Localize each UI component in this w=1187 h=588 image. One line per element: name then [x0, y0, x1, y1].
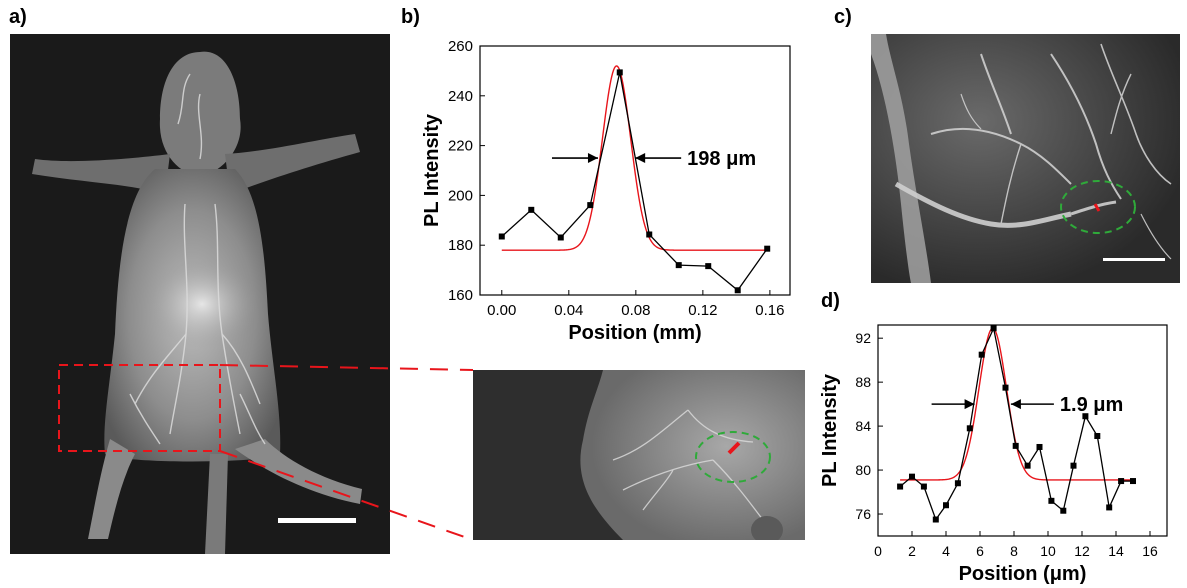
plot-frame [479, 45, 791, 296]
x-tick-label: 0.16 [755, 302, 784, 319]
data-point [498, 233, 505, 240]
y-tick-label: 160 [448, 287, 473, 304]
y-tick-label: 92 [855, 330, 871, 346]
y-tick-label: 260 [448, 38, 473, 55]
data-point [587, 202, 594, 209]
x-tick-label: 0.04 [554, 302, 583, 319]
y-tick-label: 220 [448, 138, 473, 155]
data-point [1118, 478, 1125, 485]
y-tick-label: 80 [855, 462, 871, 478]
x-tick-label: 8 [1010, 543, 1018, 559]
data-point [1060, 507, 1067, 514]
data-line [899, 326, 1133, 521]
line-profile-marker-c [1093, 203, 1101, 212]
data-point [920, 483, 927, 490]
data-line [501, 72, 768, 292]
data-point [990, 325, 997, 332]
x-tick-label: 2 [908, 543, 916, 559]
zoom-roi-box [58, 364, 221, 452]
x-tick-label: 10 [1040, 543, 1056, 559]
x-tick-label: 12 [1074, 543, 1090, 559]
y-tick-label: 84 [855, 418, 871, 434]
x-tick-label: 4 [942, 543, 950, 559]
data-point [616, 69, 623, 76]
x-tick-label: 6 [976, 543, 984, 559]
zoom-inset-image [473, 370, 805, 540]
fwhm-arrow-left-head [964, 399, 975, 410]
data-point [932, 516, 939, 523]
fwhm-annotation: 198 μm [687, 148, 756, 170]
data-point [897, 483, 904, 490]
data-point [909, 473, 915, 480]
x-axis-label: Position (mm) [568, 322, 701, 344]
data-point [734, 287, 741, 294]
y-tick-label: 180 [448, 237, 473, 254]
y-tick-label: 76 [855, 506, 871, 522]
data-point [1094, 432, 1101, 439]
data-point [705, 263, 712, 270]
x-tick-label: 0.00 [487, 302, 516, 319]
data-point [1082, 413, 1089, 420]
data-point [557, 234, 564, 241]
data-point [1012, 442, 1019, 449]
data-point [1048, 497, 1055, 504]
data-point [966, 425, 973, 432]
scale-bar-a [278, 518, 356, 523]
data-point [528, 206, 535, 213]
panel-label-a: a) [9, 6, 27, 28]
roi-ellipse-inset [695, 431, 771, 483]
fwhm-annotation: 1.9 μm [1060, 394, 1123, 416]
fwhm-arrow-left-head [587, 153, 598, 164]
vessel-image [871, 34, 1180, 283]
fwhm-arrow-right-head [1010, 399, 1021, 410]
data-point [675, 262, 682, 269]
panel-label-d: d) [821, 290, 840, 312]
data-point [1036, 443, 1043, 450]
data-point [1024, 462, 1031, 469]
y-tick-label: 200 [448, 187, 473, 204]
chart-d: 0 2 4 6 8 10 12 14 16 76 80 84 88 92 Position (μm) PL I… [819, 324, 1168, 585]
x-tick-label: 0 [874, 543, 882, 559]
panel-label-b: b) [401, 6, 420, 28]
data-point [1070, 462, 1077, 469]
data-point [943, 502, 949, 509]
data-point [1002, 384, 1009, 391]
data-point [764, 245, 771, 252]
x-tick-label: 0.12 [688, 302, 717, 319]
fit-curve [501, 65, 770, 251]
chart-b: 0.00 0.04 0.08 0.12 0.16 160 180 200 220 240 260 Po… [421, 38, 791, 344]
data-point [978, 351, 985, 358]
roi-ellipse-c [1060, 180, 1136, 234]
y-axis-label: PL Intensity [421, 113, 443, 227]
line-profile-marker-inset [727, 441, 741, 455]
data-point [1106, 504, 1113, 511]
y-tick-label: 240 [448, 88, 473, 105]
x-tick-label: 14 [1108, 543, 1124, 559]
y-tick-label: 88 [855, 374, 871, 390]
x-tick-label: 0.08 [621, 302, 650, 319]
y-axis-label: PL Intensity [819, 373, 841, 487]
panel-label-c: c) [834, 6, 852, 28]
whole-body-image [10, 34, 390, 554]
data-point [1130, 478, 1136, 485]
mouse-silhouette [32, 51, 362, 554]
x-tick-label: 16 [1142, 543, 1158, 559]
plot-frame [877, 324, 1168, 537]
data-point [646, 231, 653, 238]
x-axis-label: Position (μm) [959, 563, 1087, 585]
data-point [954, 480, 961, 487]
scale-bar-c [1103, 258, 1165, 261]
fwhm-arrow-right-head [635, 153, 646, 164]
